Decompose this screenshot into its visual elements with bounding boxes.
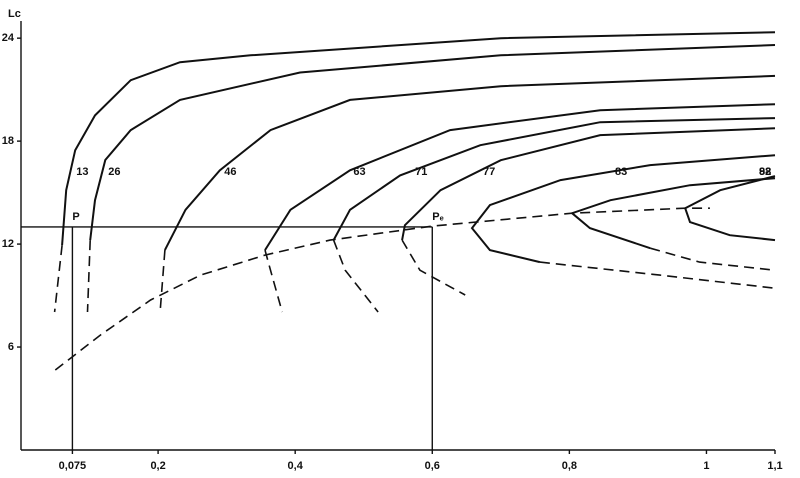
isopleth-label: 88: [759, 166, 771, 178]
yield-isopleth: [683, 175, 776, 242]
yield-isopleth: [264, 103, 776, 251]
x-tick-label: 0,075: [59, 460, 87, 472]
yield-isopleth-dashed: [401, 239, 466, 296]
point-label: Pₑ: [432, 211, 443, 223]
x-tick-label: 0,2: [150, 460, 165, 472]
x-tick-label: 1: [703, 460, 709, 472]
yield-isopleth-dashed: [332, 239, 379, 313]
yield-isopleth-dashed: [539, 261, 776, 289]
y-axis-label: Lc: [8, 8, 21, 20]
x-tick-label: 0,8: [562, 460, 577, 472]
isopleth-label: 63: [353, 166, 365, 178]
yield-isopleth-dashed: [53, 245, 63, 313]
yield-isopleth-dashed: [649, 247, 776, 271]
yield-isopleth: [89, 44, 776, 241]
optimum-line: [54, 207, 710, 371]
x-tick-label: 0,4: [288, 460, 304, 472]
yield-isopleth-dashed: [159, 250, 166, 313]
y-tick-label: 6: [8, 341, 14, 353]
y-tick-label: 24: [2, 32, 15, 44]
isopleth-label: 46: [224, 166, 236, 178]
yield-isopleth: [332, 117, 776, 241]
yield-isopleth: [61, 31, 776, 246]
isopleth-label: 13: [76, 166, 88, 178]
isopleth-label: 83: [615, 166, 627, 178]
yield-isopleth-dashed: [264, 249, 283, 313]
yield-isopleth: [570, 177, 776, 250]
yield-isopleth: [401, 127, 776, 241]
point-label: P: [72, 211, 79, 223]
x-tick-label: 0,6: [425, 460, 440, 472]
y-tick-label: 12: [2, 238, 14, 250]
yield-isopleth-dashed: [86, 240, 91, 313]
yield-isopleth: [164, 74, 776, 251]
isopleth-label: 71: [415, 166, 427, 178]
x-tick-label: 1,1: [767, 460, 782, 472]
isopleth-label: 77: [483, 166, 495, 178]
isopleth-label: 92: [759, 166, 771, 178]
y-tick-label: 18: [2, 135, 14, 147]
isopleth-label: 26: [108, 166, 120, 178]
yield-isopleth: [470, 154, 776, 264]
